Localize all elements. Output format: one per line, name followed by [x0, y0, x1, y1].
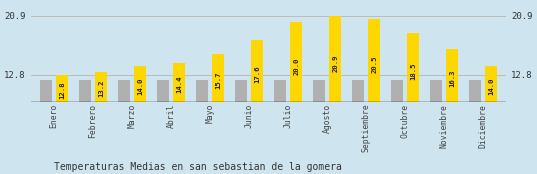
Text: 12.8: 12.8: [59, 81, 65, 99]
Bar: [469, 81, 481, 168]
Bar: [78, 81, 91, 168]
Text: 15.7: 15.7: [215, 72, 221, 89]
Bar: [485, 66, 497, 168]
Bar: [352, 81, 364, 168]
Bar: [290, 22, 302, 168]
Text: 14.0: 14.0: [137, 77, 143, 95]
Bar: [235, 81, 247, 168]
Text: 18.5: 18.5: [410, 62, 416, 80]
Bar: [368, 19, 380, 168]
Text: 14.4: 14.4: [176, 76, 182, 93]
Bar: [251, 40, 264, 168]
Bar: [273, 81, 286, 168]
Text: 14.0: 14.0: [488, 77, 494, 95]
Bar: [313, 81, 325, 168]
Text: Temperaturas Medias en san sebastian de la gomera: Temperaturas Medias en san sebastian de …: [54, 162, 342, 172]
Bar: [212, 54, 224, 168]
Bar: [95, 72, 107, 168]
Bar: [157, 81, 169, 168]
Bar: [407, 33, 419, 168]
Bar: [134, 66, 147, 168]
Text: 17.6: 17.6: [254, 65, 260, 83]
Bar: [118, 81, 130, 168]
Bar: [390, 81, 403, 168]
Text: 16.3: 16.3: [449, 70, 455, 87]
Bar: [329, 16, 342, 168]
Bar: [430, 81, 442, 168]
Bar: [173, 63, 185, 168]
Bar: [40, 81, 52, 168]
Text: 20.0: 20.0: [293, 58, 299, 75]
Bar: [446, 49, 459, 168]
Bar: [56, 75, 68, 168]
Text: 20.5: 20.5: [371, 56, 377, 73]
Bar: [195, 81, 208, 168]
Text: 13.2: 13.2: [98, 80, 104, 97]
Text: 20.9: 20.9: [332, 55, 338, 72]
